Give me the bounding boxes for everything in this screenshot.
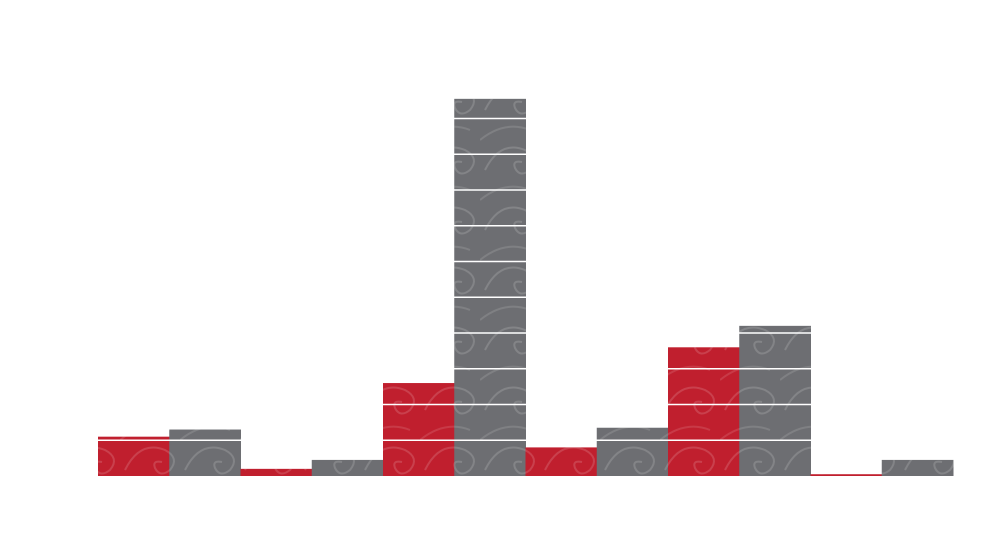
bar-texture	[668, 347, 740, 476]
bar-texture	[454, 98, 526, 477]
bar-texture	[240, 468, 313, 476]
bar-texture	[525, 447, 598, 476]
bar-texture	[810, 474, 883, 476]
bar-texture	[383, 383, 455, 476]
bar-texture	[596, 427, 669, 476]
gridlines-layer	[98, 82, 953, 441]
bars-layer	[98, 98, 954, 477]
bar-texture	[739, 325, 811, 476]
bar-texture	[169, 429, 241, 476]
bar-texture	[98, 436, 170, 476]
bar-texture	[881, 459, 954, 476]
bar-texture	[311, 459, 384, 476]
